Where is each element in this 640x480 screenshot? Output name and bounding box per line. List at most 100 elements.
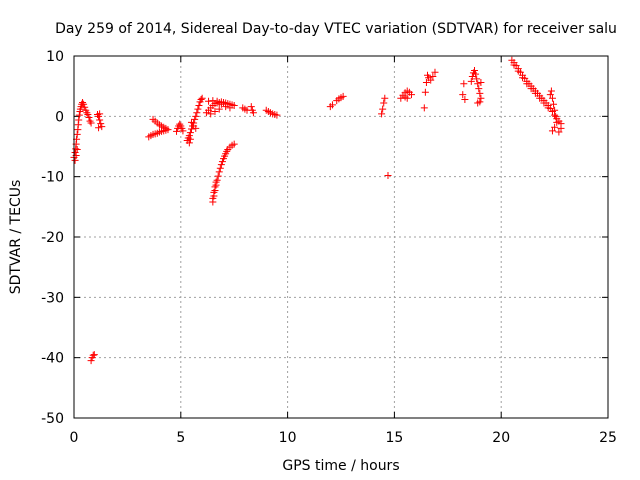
data-point bbox=[73, 146, 81, 154]
data-point bbox=[403, 94, 411, 102]
data-point bbox=[96, 116, 104, 124]
data-point bbox=[546, 91, 554, 99]
data-point bbox=[379, 105, 387, 113]
y-tick-label: -20 bbox=[41, 230, 64, 246]
data-point bbox=[461, 95, 469, 103]
data-point bbox=[211, 183, 219, 191]
data-point bbox=[474, 99, 482, 107]
data-point bbox=[191, 115, 199, 123]
x-tick-label: 10 bbox=[279, 430, 297, 446]
data-point bbox=[96, 110, 104, 118]
data-point bbox=[89, 351, 97, 359]
data-point bbox=[185, 132, 193, 140]
data-point bbox=[73, 130, 81, 138]
data-point bbox=[71, 156, 79, 164]
data-point bbox=[550, 100, 558, 108]
data-point bbox=[222, 103, 230, 111]
data-point bbox=[519, 74, 527, 82]
data-point bbox=[420, 104, 428, 112]
data-point bbox=[407, 91, 415, 99]
data-point bbox=[162, 124, 170, 132]
data-point bbox=[514, 67, 522, 75]
data-point bbox=[192, 124, 200, 132]
data-point bbox=[547, 87, 555, 95]
data-point bbox=[213, 176, 221, 184]
data-point bbox=[86, 117, 94, 125]
data-point bbox=[87, 119, 95, 127]
data-point bbox=[95, 124, 103, 132]
y-tick-label: 0 bbox=[55, 109, 64, 125]
plot-frame bbox=[73, 55, 609, 419]
data-point bbox=[477, 94, 485, 102]
data-point bbox=[84, 111, 92, 119]
data-point bbox=[551, 106, 559, 114]
data-point bbox=[531, 89, 539, 97]
data-point bbox=[195, 101, 203, 109]
data-point bbox=[209, 97, 217, 105]
data-point bbox=[380, 99, 388, 107]
data-point bbox=[421, 88, 429, 96]
data-point bbox=[381, 94, 389, 102]
data-point bbox=[429, 73, 437, 81]
data-point bbox=[214, 172, 222, 180]
data-point bbox=[173, 127, 181, 135]
data-point bbox=[179, 127, 187, 135]
data-point bbox=[80, 100, 88, 108]
data-point bbox=[210, 188, 218, 196]
data-point bbox=[422, 79, 430, 87]
data-point bbox=[328, 101, 336, 109]
data-point bbox=[510, 61, 518, 69]
y-tick-label: -40 bbox=[41, 351, 64, 367]
data-point bbox=[185, 139, 193, 147]
data-point bbox=[551, 123, 559, 131]
data-point bbox=[211, 108, 219, 116]
data-point bbox=[75, 116, 83, 124]
data-point bbox=[207, 110, 215, 118]
data-point bbox=[226, 104, 234, 112]
data-point bbox=[198, 94, 206, 102]
data-point bbox=[247, 103, 255, 111]
data-point bbox=[85, 114, 93, 122]
data-point bbox=[81, 103, 89, 111]
data-point bbox=[548, 94, 556, 102]
data-point bbox=[473, 75, 481, 83]
y-tick-label: -30 bbox=[41, 290, 64, 306]
data-point bbox=[427, 76, 435, 84]
grid-layer bbox=[74, 56, 608, 418]
data-point bbox=[97, 120, 105, 128]
data-point bbox=[215, 105, 223, 113]
data-point bbox=[83, 109, 91, 117]
data-point bbox=[217, 161, 225, 169]
y-tick-label: 10 bbox=[46, 49, 64, 65]
data-point bbox=[536, 94, 544, 102]
data-point bbox=[476, 89, 484, 97]
data-point bbox=[87, 357, 95, 365]
data-point bbox=[548, 127, 556, 135]
data-point bbox=[194, 105, 202, 113]
data-point bbox=[553, 118, 561, 126]
x-tick-label: 0 bbox=[70, 430, 79, 446]
data-point bbox=[523, 80, 531, 88]
data-point bbox=[90, 351, 98, 359]
data-point bbox=[273, 111, 281, 119]
data-point bbox=[384, 171, 392, 179]
data-point bbox=[460, 80, 468, 88]
data-point bbox=[212, 178, 220, 186]
data-point bbox=[431, 68, 439, 76]
x-tick-label: 25 bbox=[599, 430, 617, 446]
ticks-layer: 0 5 10 15 20 25 -50 -40 -30 -20 -10 0 10 bbox=[41, 49, 617, 446]
data-point bbox=[192, 112, 200, 120]
data-point bbox=[176, 120, 184, 128]
data-point bbox=[474, 80, 482, 88]
x-axis-label: GPS time / hours bbox=[282, 458, 399, 474]
data-point bbox=[527, 85, 535, 93]
data-point bbox=[217, 100, 225, 108]
data-point bbox=[555, 128, 563, 136]
x-tick-label: 5 bbox=[176, 430, 185, 446]
data-point bbox=[339, 92, 347, 100]
data-point bbox=[205, 97, 213, 105]
data-point bbox=[75, 111, 83, 119]
points-layer bbox=[70, 56, 565, 365]
data-point bbox=[230, 140, 238, 148]
y-tick-label: -10 bbox=[41, 170, 64, 186]
